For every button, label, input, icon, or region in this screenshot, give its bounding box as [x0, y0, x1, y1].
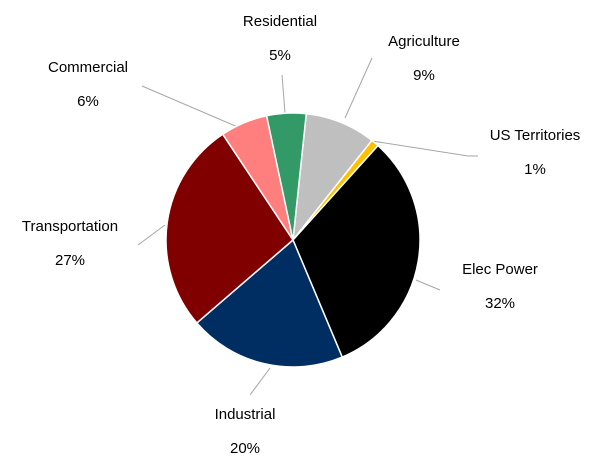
leader-line	[371, 140, 478, 157]
slice-label: Industrial	[215, 406, 276, 423]
leader-line	[344, 57, 373, 119]
value-label: 6%	[77, 93, 99, 110]
value-label: 20%	[230, 440, 260, 457]
value-label: 1%	[524, 161, 546, 178]
pie-slice	[165, 133, 294, 325]
slice-label: Transportation	[22, 218, 118, 235]
leader-line	[137, 224, 166, 246]
slice-label: Agriculture	[388, 33, 460, 50]
value-label: 9%	[413, 67, 435, 84]
value-label: 5%	[269, 47, 291, 64]
value-label: 32%	[485, 295, 515, 312]
pie-slice	[292, 144, 421, 359]
leader-line	[141, 85, 241, 129]
leader-line	[249, 367, 271, 396]
pie-slice	[195, 238, 344, 368]
pie-slice	[265, 112, 308, 241]
slice-label: Residential	[243, 13, 317, 30]
slice-label: Elec Power	[462, 261, 538, 278]
leader-line	[415, 279, 441, 291]
slice-label: US Territories	[490, 127, 581, 144]
value-label: 27%	[55, 252, 85, 269]
leader-line	[281, 74, 286, 114]
leader-lines	[137, 57, 478, 396]
slice-label: Commercial	[48, 59, 128, 76]
